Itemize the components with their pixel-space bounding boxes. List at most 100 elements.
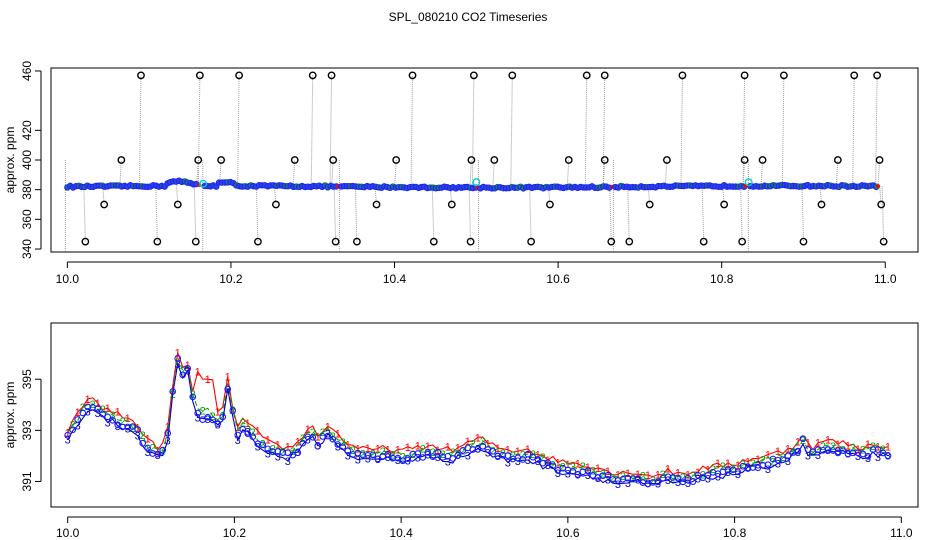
- series-o-point: [194, 409, 202, 417]
- series-3-marker: 3: [515, 456, 521, 468]
- series-2-marker: 2: [220, 410, 226, 422]
- cyan-point: [744, 178, 753, 187]
- series-3-marker: 3: [815, 450, 821, 462]
- series-2-marker: 2: [350, 445, 356, 457]
- series-o-point: [584, 467, 592, 475]
- outlier-spike-line: [742, 159, 746, 186]
- series-2-marker: 2: [570, 462, 576, 474]
- outlier-spike-line: [510, 75, 513, 188]
- series-o-point: [204, 413, 212, 421]
- series-o-point: [674, 474, 682, 482]
- series-o-point: [764, 461, 772, 469]
- series-2-marker: 2: [760, 454, 766, 466]
- series-o-point: [434, 448, 442, 456]
- outlier-point: [508, 71, 517, 80]
- outlier-point: [195, 71, 204, 80]
- series-3-marker: 3: [845, 449, 851, 461]
- outlier-point: [758, 156, 767, 164]
- series-o-point: [264, 445, 272, 453]
- series-3-marker: 3: [195, 412, 201, 424]
- outlier-spike-line: [627, 186, 630, 242]
- outlier-point: [331, 237, 340, 246]
- series-o-point: [524, 450, 532, 458]
- series-2-marker: 2: [190, 389, 196, 401]
- series-3-marker: 3: [495, 451, 501, 463]
- series-o-point: [304, 433, 312, 441]
- series-o-point: [74, 416, 82, 423]
- bottom-plot-frame: [50, 322, 919, 508]
- bottom-y-tick-label: 391: [20, 471, 34, 491]
- series-o-point: [169, 388, 177, 395]
- series-1-marker: 1: [245, 418, 251, 430]
- series-1-marker: 1: [705, 465, 711, 477]
- series-3-marker: 3: [675, 477, 681, 489]
- series-o-point: [249, 433, 257, 441]
- series-o-point: [344, 447, 352, 455]
- series-1-marker: 1: [445, 442, 451, 454]
- series-o-point: [184, 365, 192, 372]
- series-o-point: [244, 430, 252, 437]
- series-1-marker: 1: [265, 434, 271, 446]
- series-1-marker: 1: [65, 427, 71, 439]
- series-3-marker: 3: [445, 457, 451, 469]
- series-2-marker: 2: [470, 438, 476, 450]
- series-1-marker: 1: [175, 347, 181, 359]
- outlier-spike-line: [197, 75, 201, 186]
- series-o-point: [224, 385, 232, 393]
- series-2-marker: 2: [250, 427, 256, 439]
- top-plot-frame: [50, 67, 919, 253]
- series-1-marker: 1: [115, 406, 121, 418]
- outlier-spike-line: [602, 75, 606, 188]
- series-o-point: [574, 471, 582, 478]
- series-3-marker: 3: [825, 445, 831, 457]
- series-1-marker: 1: [425, 441, 431, 453]
- series-1-marker: 1: [695, 467, 701, 479]
- series-2-marker: 2: [600, 468, 606, 480]
- series-3-marker: 3: [255, 442, 261, 454]
- series-2-marker: 2: [690, 470, 696, 482]
- outlier-point: [272, 200, 280, 209]
- outlier-point: [467, 156, 476, 164]
- series-3-marker: 3: [475, 444, 481, 456]
- series-o-point: [64, 431, 72, 439]
- series-3-marker: 3: [275, 451, 281, 463]
- series-2-marker: 2: [110, 410, 116, 422]
- series-1-marker: 1: [295, 436, 301, 448]
- outlier-spike-line: [584, 75, 588, 188]
- series-3-marker: 3: [545, 460, 551, 472]
- outlier-point: [447, 200, 456, 209]
- top-x-tick-label: 10.6: [546, 272, 570, 286]
- series-1-marker: 1: [535, 449, 541, 461]
- series-o-point: [129, 423, 137, 430]
- outlier-spike-line: [760, 159, 764, 186]
- series-1-marker: 1: [845, 441, 851, 453]
- series-o-point: [849, 449, 857, 457]
- series-o-point: [104, 413, 112, 421]
- series-2-marker: 2: [740, 459, 746, 471]
- series-o-point: [539, 459, 547, 467]
- series-o-point: [139, 439, 147, 447]
- outlier-spike-line: [394, 159, 397, 188]
- outlier-point: [877, 200, 886, 209]
- series-2-marker: 2: [560, 461, 566, 473]
- bottom-x-tick-label: 10.8: [723, 526, 747, 540]
- series-o-point: [179, 371, 187, 379]
- series-o-point: [319, 433, 327, 440]
- series-2-marker: 2: [410, 449, 416, 461]
- series-1-marker: 1: [475, 432, 481, 444]
- series-o-point: [599, 472, 607, 479]
- series-o-point: [359, 451, 367, 459]
- outlier-point: [469, 71, 478, 80]
- series-o-point: [94, 405, 102, 412]
- series-1-marker: 1: [415, 440, 421, 452]
- bottom-x-tick-label: 10.4: [389, 526, 413, 540]
- series-o-point: [419, 454, 427, 461]
- series-2-marker: 2: [370, 448, 376, 460]
- series-o-point: [294, 449, 302, 457]
- outlier-spike-line: [138, 75, 142, 187]
- series-1-marker: 1: [775, 446, 781, 458]
- series-1-marker: 1: [125, 413, 131, 425]
- outlier-spike-line: [742, 75, 746, 186]
- outlier-spike-line: [740, 185, 743, 242]
